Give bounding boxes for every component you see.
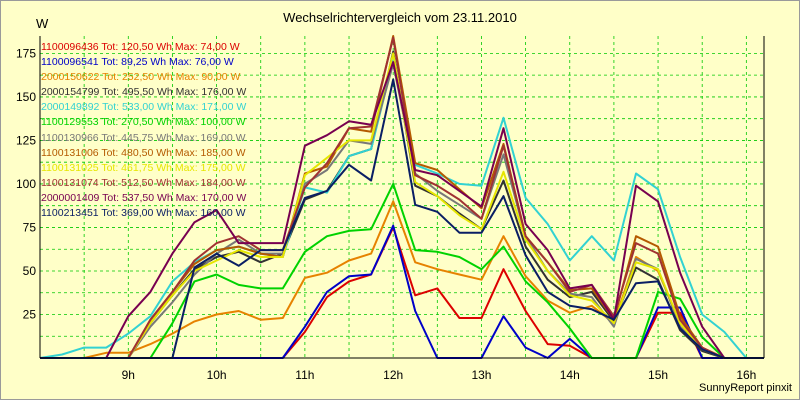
x-tick-label: 9h	[122, 368, 135, 382]
tick-labels: 25 50 75 100 125 150 175 9h 10h 11h 12h 13h 14h 15h 16…	[16, 46, 756, 382]
legend-entry-11: 2000001409 Tot: 537,50 Wh Max: 170,00 W	[41, 191, 247, 204]
legend-entry-1: 1100096436 Tot: 120,50 Wh Max: 74,00 W	[41, 41, 240, 53]
legend-entry-9: 1100131025 Tot: 461,75 Wh Max: 175,00 W	[41, 161, 246, 174]
y-tick-label: 100	[16, 177, 36, 191]
legend-entry-4: 2000154799 Tot: 495,50 Wh Max: 176,00 W	[41, 86, 247, 99]
legend-entry-8: 1100131006 Tot: 480,50 Wh Max: 185,00 W	[41, 146, 246, 159]
legend-entry-3: 2000150622 Tot: 252,50 Wh Max: 90,00 W	[41, 71, 241, 84]
y-tick-label: 25	[23, 307, 37, 321]
y-unit-label: W	[36, 16, 49, 31]
series-line-11	[40, 61, 764, 359]
series-line-6	[40, 182, 764, 359]
legend-entry-7: 1100130966 Tot: 445,75 Wh Max: 169,00 W	[41, 131, 246, 144]
y-tick-label: 175	[16, 46, 36, 60]
legend-entry-12: 1100213451 Tot: 369,00 Wh Max: 160,00 W	[41, 207, 246, 220]
footer-credit: SunnyReport pinxit	[699, 382, 792, 394]
x-tick-label: 16h	[736, 368, 756, 382]
legend: 1100096436 Tot: 120,50 Wh Max: 74,00 W 11…	[41, 40, 246, 221]
x-tick-label: 10h	[207, 368, 227, 382]
x-tick-label: 15h	[648, 368, 668, 382]
y-tick-label: 125	[16, 133, 36, 147]
chart-title: Wechselrichtervergleich vom 23.11.2010	[283, 10, 517, 25]
x-tick-label: 14h	[560, 368, 580, 382]
legend-entry-5: 2000149892 Tot: 533,00 Wh Max: 171,00 W	[41, 101, 247, 114]
x-tick-label: 12h	[383, 368, 403, 382]
y-tick-label: 150	[16, 90, 36, 104]
x-tick-label: 11h	[295, 368, 314, 382]
series-line-10	[40, 36, 764, 359]
legend-entry-10: 1100131074 Tot: 512,50 Wh Max: 184,00 W	[41, 176, 246, 189]
y-tick-label: 75	[23, 220, 37, 234]
axes	[39, 36, 765, 359]
legend-entry-2: 1100096541 Tot: 89,25 Wh Max: 76,00 W	[41, 56, 234, 69]
legend-entry-6: 1100129553 Tot: 270,50 Wh Max: 100,00 W	[41, 116, 246, 129]
x-tick-label: 13h	[471, 368, 491, 382]
y-tick-label: 50	[23, 264, 37, 278]
